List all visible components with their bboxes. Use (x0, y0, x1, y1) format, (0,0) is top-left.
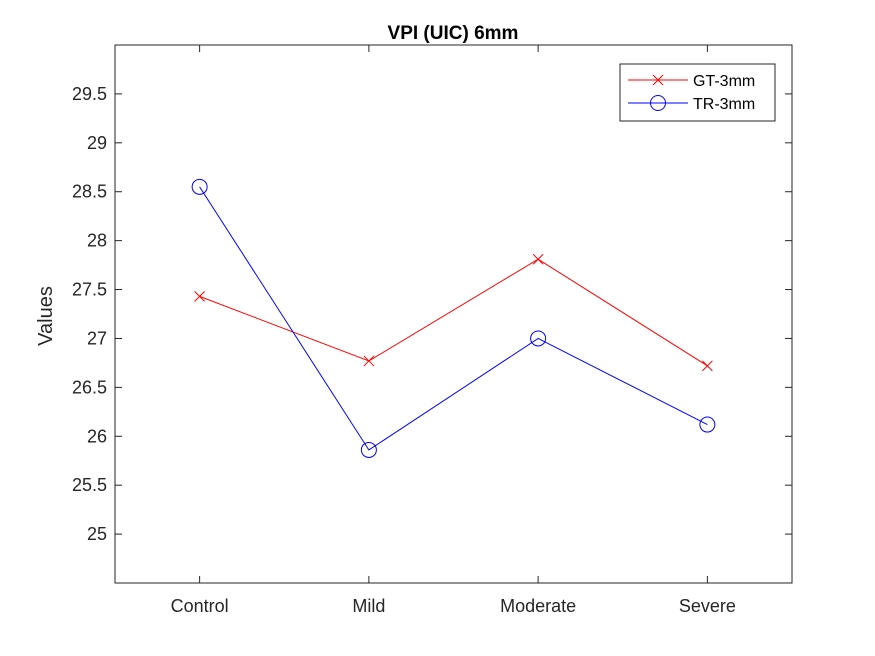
x-axis: Control Mild Moderate Severe (171, 45, 736, 616)
series-layer (191, 178, 716, 458)
y-axis: 25 25.5 26 26.5 27 27.5 28 28.5 29 29.5 (72, 84, 792, 544)
circle-marker (699, 416, 716, 433)
y-tick-label: 29 (87, 133, 107, 153)
series-line (199, 258, 708, 367)
y-tick-label: 27.5 (72, 280, 107, 300)
circle-marker (191, 178, 208, 195)
series-line (199, 186, 708, 451)
x-marker (532, 253, 544, 265)
circle-marker (360, 441, 377, 458)
legend-box (619, 63, 776, 122)
y-axis-label: Values (35, 286, 57, 346)
x-marker (363, 355, 375, 367)
legend-item: TR-3mm (628, 95, 755, 113)
y-tick-label: 25.5 (72, 475, 107, 495)
legend: GT-3mm TR-3mm (619, 63, 776, 122)
legend-label: GT-3mm (693, 73, 755, 90)
legend-label: TR-3mm (693, 96, 755, 113)
y-tick-label: 28 (87, 231, 107, 251)
series-GT-3mm (194, 253, 713, 372)
x-tick-label: Control (171, 596, 229, 616)
x-tick-label: Mild (352, 596, 385, 616)
y-tick-label: 29.5 (72, 84, 107, 104)
x-marker (194, 291, 205, 302)
legend-item: GT-3mm (628, 73, 755, 90)
x-marker (702, 360, 713, 372)
x-tick-label: Severe (679, 596, 736, 616)
y-tick-label: 26.5 (72, 377, 107, 397)
circle-marker (530, 330, 547, 347)
y-tick-label: 26 (87, 426, 107, 446)
series-TR-3mm (191, 178, 716, 458)
circle-marker (650, 95, 666, 111)
plot-area (114, 44, 793, 584)
y-tick-label: 27 (87, 328, 107, 348)
y-tick-label: 25 (87, 524, 107, 544)
y-tick-label: 28.5 (72, 182, 107, 202)
x-marker (652, 74, 664, 86)
x-tick-label: Moderate (500, 596, 576, 616)
chart-title: VPI (UIC) 6mm (388, 23, 519, 44)
